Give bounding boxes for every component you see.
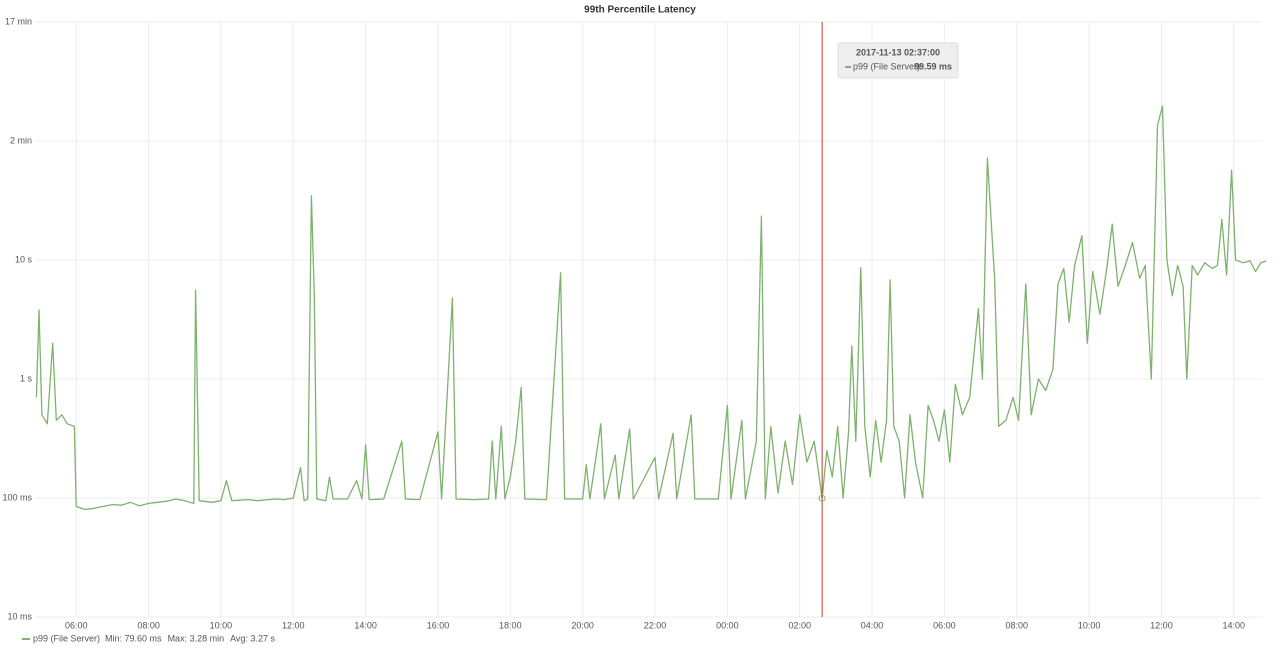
x-tick-label: 06:00 [933, 620, 956, 630]
x-tick-label: 08:00 [137, 620, 160, 630]
x-tick-label: 10:00 [1078, 620, 1101, 630]
legend-stat: Max: 3.28 min [168, 633, 225, 643]
x-tick-label: 16:00 [427, 620, 450, 630]
y-tick-label: 17 min [5, 16, 32, 26]
tooltip-series: p99 (File Server): [853, 61, 923, 71]
y-tick-label: 10 s [15, 254, 33, 264]
x-tick-label: 04:00 [861, 620, 884, 630]
chart-title: 99th Percentile Latency [584, 5, 696, 16]
x-tick-label: 12:00 [1150, 620, 1173, 630]
x-tick-label: 02:00 [788, 620, 811, 630]
tooltip-value: 99.59 ms [914, 61, 952, 71]
legend-stat: Avg: 3.27 s [230, 633, 275, 643]
x-tick-label: 00:00 [716, 620, 739, 630]
legend-label: p99 (File Server) [33, 633, 100, 643]
x-tick-label: 18:00 [499, 620, 522, 630]
y-tick-label: 2 min [10, 135, 32, 145]
x-tick-label: 20:00 [571, 620, 594, 630]
series-line [35, 105, 1267, 511]
x-tick-label: 08:00 [1005, 620, 1028, 630]
tooltip: 2017-11-13 02:37:00 p99 (File Server):99.… [837, 42, 959, 79]
y-tick-label: 1 s [20, 373, 33, 383]
x-tick-label: 22:00 [644, 620, 667, 630]
legend-stat: Min: 79.60 ms [105, 633, 162, 643]
y-tick-label: 100 ms [2, 492, 32, 502]
y-tick-label: 10 ms [7, 611, 32, 621]
tooltip-time: 2017-11-13 02:37:00 [856, 47, 940, 57]
x-tick-label: 12:00 [282, 620, 305, 630]
x-tick-label: 06:00 [65, 620, 88, 630]
tooltip-box [837, 42, 959, 79]
hover-point [818, 494, 826, 502]
x-tick-label: 10:00 [210, 620, 233, 630]
x-tick-label: 14:00 [354, 620, 377, 630]
x-tick-label: 14:00 [1223, 620, 1246, 630]
